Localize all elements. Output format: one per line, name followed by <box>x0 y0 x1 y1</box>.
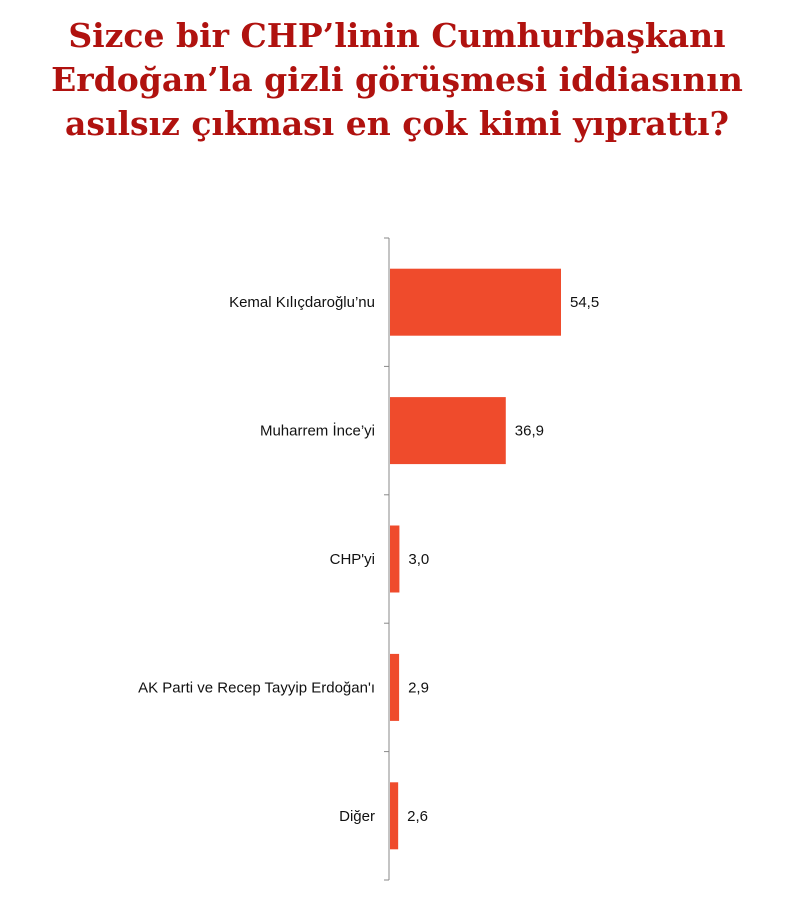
category-label-2: CHP'yi <box>330 551 375 568</box>
title-line-1: Sizce bir CHP’linin Cumhurbaşkanı <box>68 16 726 55</box>
category-label-3: AK Parti ve Recep Tayyip Erdoğan'ı <box>138 679 375 696</box>
category-label-4: Diğer <box>339 808 375 825</box>
value-label-4: 2,6 <box>407 808 428 825</box>
category-label-0: Kemal Kılıçdaroğlu’nu <box>229 294 375 311</box>
value-label-1: 36,9 <box>515 423 544 440</box>
value-label-2: 3,0 <box>408 551 429 568</box>
value-label-0: 54,5 <box>570 294 599 311</box>
bar-4 <box>390 782 399 850</box>
bar-2 <box>390 525 400 593</box>
bar-1 <box>390 397 506 465</box>
value-label-3: 2,9 <box>408 679 429 696</box>
bar-0 <box>390 268 561 336</box>
bars-group <box>390 268 561 850</box>
labels-group: Kemal Kılıçdaroğlu’nu 54,5 Muharrem İnce’y… <box>138 294 599 825</box>
title-line-3: asılsız çıkması en çok kimi yıprattı? <box>65 104 729 143</box>
axis-group <box>384 237 390 881</box>
chart-title: Sizce bir CHP’linin Cumhurbaşkanı Erdoğa… <box>0 14 794 146</box>
category-label-1: Muharrem İnce’yi <box>260 422 375 440</box>
bar-3 <box>390 653 400 721</box>
title-line-2: Erdoğan’la gizli görüşmesi iddiasının <box>51 60 743 99</box>
